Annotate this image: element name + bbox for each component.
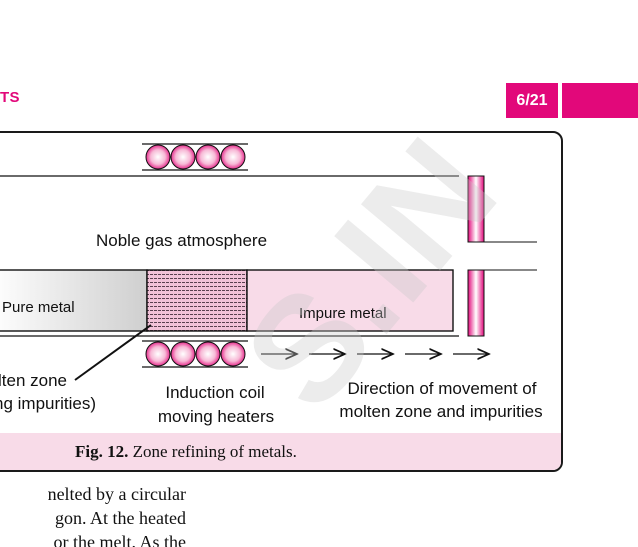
figure-number: Fig. 12. [75, 442, 129, 461]
induction-coil-label-line1: Induction coil [165, 383, 264, 402]
body-text-line-3: or the melt. As the [53, 532, 186, 547]
section-header: TS [0, 89, 20, 106]
induction-coil-label-line2: moving heaters [158, 407, 274, 426]
header-divider [558, 83, 562, 118]
molten-zone-label-line2: ng impurities) [0, 394, 96, 413]
zone-refining-diagram: Noble gas atmosphere Pure metal Impure m… [0, 143, 543, 426]
bottom-end-plate [467, 269, 485, 337]
pure-metal-section [0, 269, 148, 332]
caption-band [0, 433, 561, 470]
top-coil [142, 143, 248, 171]
impure-metal-label: Impure metal [299, 305, 387, 322]
pure-metal-label: Pure metal [2, 299, 75, 316]
bottom-coil [142, 340, 248, 368]
molten-zone-label-line1: lten zone [0, 371, 67, 390]
direction-label-line2: molten zone and impurities [339, 402, 542, 421]
figure-caption-text: Zone refining of metals. [128, 442, 297, 461]
atmosphere-label: Noble gas atmosphere [96, 231, 267, 250]
top-end-plate [467, 175, 485, 243]
molten-zone-section [146, 269, 248, 332]
impure-metal-section [246, 269, 454, 332]
direction-label-line1: Direction of movement of [348, 379, 537, 398]
figure-frame: Noble gas atmosphere Pure metal Impure m… [0, 131, 563, 472]
molten-zone-pointer [74, 324, 152, 381]
header-accent-bar [562, 83, 638, 118]
body-text-line-1: nelted by a circular [47, 484, 186, 504]
page-number-badge: 6/21 [506, 83, 558, 118]
figure-caption: Fig. 12. Zone refining of metals. [75, 442, 297, 462]
body-text-line-2: gon. At the heated [55, 508, 186, 528]
